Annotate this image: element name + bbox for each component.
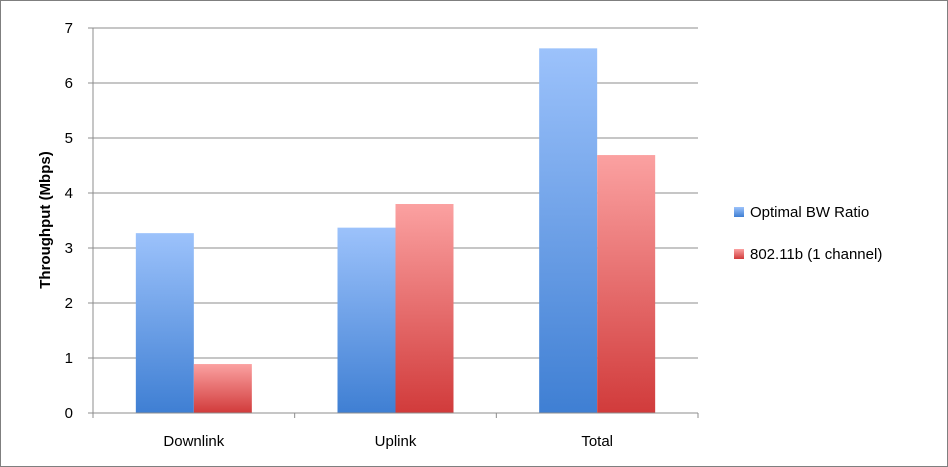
y-tick-label: 6 <box>65 75 73 92</box>
legend: Optimal BW Ratio 802.11b (1 channel) <box>734 204 882 263</box>
legend-swatch <box>734 207 744 217</box>
x-axis-ticks: Downlink Uplink Total <box>92 413 699 450</box>
y-tick-label: 4 <box>65 185 73 202</box>
bar-total-series-2 <box>597 155 656 414</box>
y-tick-label: 1 <box>65 350 73 367</box>
y-tick-label: 3 <box>65 240 73 257</box>
bars <box>135 48 656 414</box>
legend-label: Optimal BW Ratio <box>750 204 869 221</box>
x-tick-label: Downlink <box>163 433 224 450</box>
bar-downlink-series-2 <box>193 364 252 413</box>
x-tick-label: Total <box>581 433 613 450</box>
bar-uplink-series-2 <box>395 204 454 413</box>
y-tick-label: 7 <box>65 20 73 37</box>
x-tick-label: Uplink <box>375 433 417 450</box>
y-axis-label: Throughput (Mbps) <box>37 151 54 288</box>
y-tick-label: 2 <box>65 295 73 312</box>
y-tick-label: 5 <box>65 130 73 147</box>
legend-swatch <box>734 249 744 259</box>
bar-downlink-series-1 <box>135 233 194 413</box>
legend-label: 802.11b (1 channel) <box>750 246 882 263</box>
bar-uplink-series-1 <box>337 227 396 413</box>
y-axis-ticks: 0 1 2 3 4 5 6 7 <box>65 20 93 422</box>
y-tick-label: 0 <box>65 405 73 422</box>
bar-total-series-1 <box>539 48 598 413</box>
